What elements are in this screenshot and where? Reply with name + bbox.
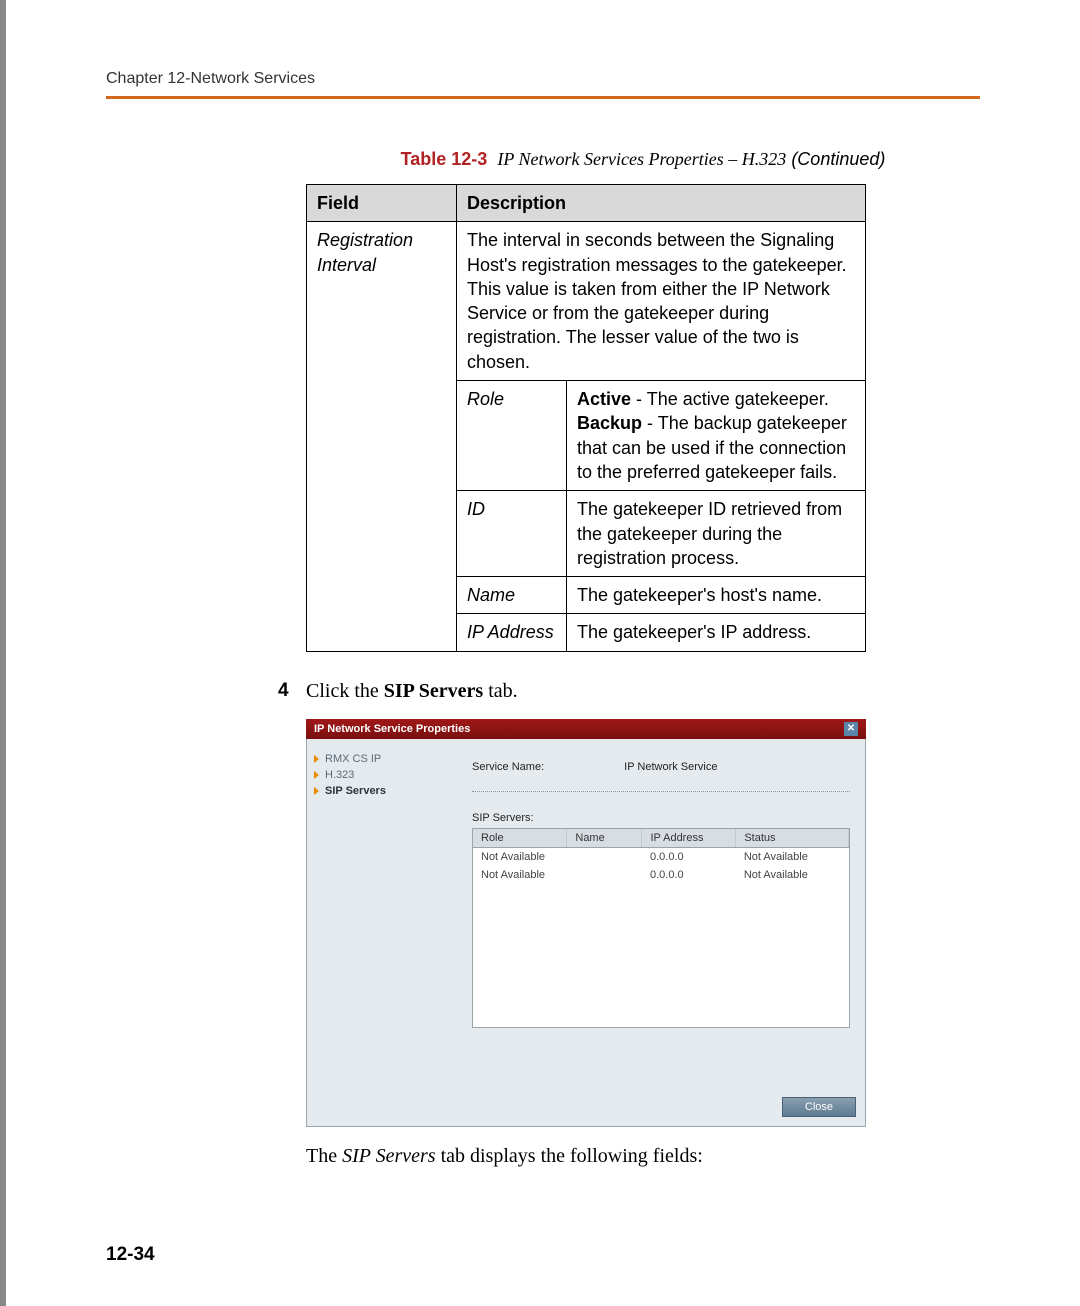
chevron-right-icon <box>314 771 319 779</box>
dialog-ip-network-service: IP Network Service Properties ✕ RMX CS I… <box>306 719 866 1127</box>
table-row[interactable]: Not Available 0.0.0.0 Not Available <box>473 866 849 884</box>
cell-name-label: Name <box>457 577 567 614</box>
sip-servers-table-wrap: Role Name IP Address Status Not Availabl… <box>472 828 850 1028</box>
table-title: IP Network Services Properties – H.323 <box>497 149 786 169</box>
dialog-sidebar: RMX CS IP H.323 SIP Servers <box>306 739 456 1091</box>
cell-role: Not Available <box>473 866 567 884</box>
header-rule <box>106 96 980 99</box>
sidebar-item-sip[interactable]: SIP Servers <box>314 783 448 799</box>
cell-ip-desc: The gatekeeper's IP address. <box>567 614 866 651</box>
sidebar-label-rmx: RMX CS IP <box>325 753 381 765</box>
dialog-main: Service Name: IP Network Service SIP Ser… <box>456 739 866 1091</box>
cell-ip: 0.0.0.0 <box>642 847 736 866</box>
cell-status: Not Available <box>736 866 849 884</box>
dialog-footer: Close <box>306 1091 866 1127</box>
th-description: Description <box>457 185 866 222</box>
sip-servers-label: SIP Servers: <box>472 812 850 824</box>
service-name-value: IP Network Service <box>624 761 717 773</box>
step-bold: SIP Servers <box>384 680 483 702</box>
step-pre: Click the <box>306 680 384 702</box>
table-row[interactable]: Not Available 0.0.0.0 Not Available <box>473 847 849 866</box>
cell-name <box>567 847 642 866</box>
th-field: Field <box>307 185 457 222</box>
cell-role: Not Available <box>473 847 567 866</box>
sidebar-label-h323: H.323 <box>325 769 354 781</box>
sidebar-item-h323[interactable]: H.323 <box>314 767 448 783</box>
chevron-right-icon <box>314 755 319 763</box>
table-caption: Table 12-3 IP Network Services Propertie… <box>306 149 980 170</box>
post-post: tab displays the following fields: <box>436 1145 703 1167</box>
cell-name-desc: The gatekeeper's host's name. <box>567 577 866 614</box>
cell-id-desc: The gatekeeper ID retrieved from the gat… <box>567 491 866 577</box>
dialog-body: RMX CS IP H.323 SIP Servers Service Name… <box>306 739 866 1091</box>
col-role: Role <box>473 829 567 848</box>
cell-role-label: Role <box>457 381 567 491</box>
content-block: Table 12-3 IP Network Services Propertie… <box>306 149 980 1168</box>
close-button[interactable]: Close <box>782 1097 856 1117</box>
dotted-rule <box>472 791 850 792</box>
table-continued: (Continued) <box>791 149 885 169</box>
cell-ip: 0.0.0.0 <box>642 866 736 884</box>
close-icon[interactable]: ✕ <box>844 722 858 736</box>
dialog-titlebar: IP Network Service Properties ✕ <box>306 719 866 739</box>
role-active-bold: Active <box>577 389 631 409</box>
service-name-row: Service Name: IP Network Service <box>472 761 850 773</box>
properties-table: Field Description Registration Interval … <box>306 184 866 652</box>
cell-registration-desc: The interval in seconds between the Sign… <box>457 222 866 381</box>
page-number: 12-34 <box>106 1244 155 1266</box>
step-number: 4 <box>278 680 306 703</box>
sip-servers-table: Role Name IP Address Status Not Availabl… <box>473 829 849 884</box>
sidebar-item-rmx[interactable]: RMX CS IP <box>314 751 448 767</box>
post-pre: The <box>306 1145 342 1167</box>
table-number: Table 12-3 <box>401 149 488 169</box>
chevron-right-icon <box>314 787 319 795</box>
service-name-label: Service Name: <box>472 761 544 773</box>
cell-role-desc: Active - The active gatekeeper. Backup -… <box>567 381 866 491</box>
post-dialog-text: The SIP Servers tab displays the followi… <box>306 1145 980 1168</box>
cell-name <box>567 866 642 884</box>
step-4: 4 Click the SIP Servers tab. <box>306 680 980 703</box>
post-em: SIP Servers <box>342 1145 436 1167</box>
running-header: Chapter 12-Network Services <box>106 70 980 88</box>
role-backup-bold: Backup <box>577 413 642 433</box>
cell-status: Not Available <box>736 847 849 866</box>
col-name: Name <box>567 829 642 848</box>
page: Chapter 12-Network Services Table 12-3 I… <box>0 0 1080 1306</box>
step-post: tab. <box>483 680 517 702</box>
col-status: Status <box>736 829 849 848</box>
cell-registration-interval: Registration Interval <box>307 222 457 651</box>
cell-id-label: ID <box>457 491 567 577</box>
cell-ip-label: IP Address <box>457 614 567 651</box>
role-active-text: - The active gatekeeper. <box>631 389 829 409</box>
col-ip: IP Address <box>642 829 736 848</box>
sidebar-label-sip: SIP Servers <box>325 785 386 797</box>
dialog-title-text: IP Network Service Properties <box>314 723 470 735</box>
step-text: Click the SIP Servers tab. <box>306 680 518 703</box>
